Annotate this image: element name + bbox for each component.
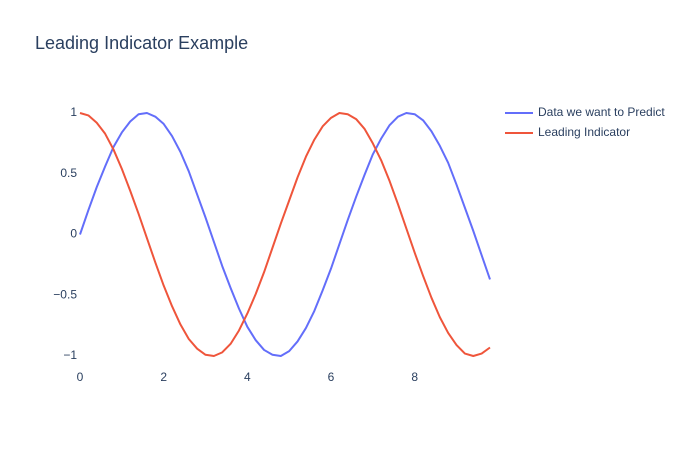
legend-label: Data we want to Predict: [538, 105, 665, 119]
y-tick-label: −0.5: [53, 287, 77, 301]
y-tick-label: 0.5: [60, 166, 77, 180]
x-tick-label: 2: [160, 370, 167, 384]
x-tick-label: 6: [328, 370, 335, 384]
x-tick-label: 8: [411, 370, 418, 384]
legend-label: Leading Indicator: [538, 125, 630, 139]
series-line: [79, 112, 491, 357]
y-tick-label: −1: [63, 348, 77, 362]
x-tick-label: 0: [77, 370, 84, 384]
chart-title: Leading Indicator Example: [35, 33, 248, 53]
y-tick-label: 0: [70, 227, 77, 241]
x-tick-label: 4: [244, 370, 251, 384]
y-tick-label: 1: [70, 105, 77, 119]
series-line: [79, 112, 491, 357]
